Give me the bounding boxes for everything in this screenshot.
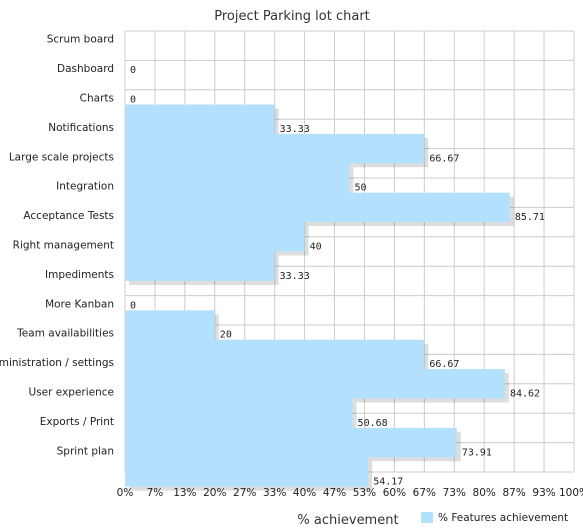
value-label: 20 <box>220 330 232 341</box>
bar <box>125 369 505 399</box>
value-labels: 0 0 33.33 66.67 50 85.71 40 33.33 0 20 66.67 84.62 5… <box>130 65 545 488</box>
bar <box>125 310 215 340</box>
x-tick-label: 87% <box>502 487 525 499</box>
category-label: User experience <box>29 387 114 399</box>
x-tick-labels: 0% 7% 13% 20% 27% 33% 40% 47% 53% 60% 67% 73% 80% 87%… <box>117 487 583 499</box>
x-tick-label: 60% <box>383 487 406 499</box>
bar <box>125 104 275 134</box>
category-label: Notifications <box>48 122 114 134</box>
category-label: Exports / Print <box>40 416 114 428</box>
x-tick-label: 0% <box>117 487 134 499</box>
category-label: Acceptance Tests <box>23 210 114 222</box>
category-label: Integration <box>56 181 114 193</box>
x-tick-label: 67% <box>413 487 436 499</box>
value-label: 73.91 <box>462 447 492 458</box>
legend: % Features achievement <box>421 512 568 524</box>
value-label: 66.67 <box>429 153 459 164</box>
category-labels: Scrum board Dashboard Charts Notifications L… <box>0 34 114 458</box>
bar <box>125 133 425 164</box>
value-label: 84.62 <box>510 389 540 400</box>
value-label: 54.17 <box>373 477 403 488</box>
category-label: Scrum board <box>47 34 114 46</box>
bar <box>125 222 305 252</box>
value-label: 33.33 <box>280 124 310 135</box>
category-label: Sprint plan <box>57 445 114 457</box>
value-label: 0 <box>130 300 136 311</box>
value-label: 0 <box>130 65 136 76</box>
x-tick-label: 7% <box>147 487 164 499</box>
bar <box>125 251 275 281</box>
x-tick-label: 80% <box>473 487 496 499</box>
category-label: Dashboard <box>57 63 114 75</box>
value-label: 33.33 <box>280 271 310 282</box>
category-label: Right management <box>13 240 114 252</box>
x-tick-label: 27% <box>233 487 256 499</box>
x-tick-label: 53% <box>353 487 376 499</box>
x-tick-label: 40% <box>293 487 316 499</box>
x-tick-label: 20% <box>203 487 226 499</box>
category-label: Large scale projects <box>9 151 114 163</box>
legend-label: % Features achievement <box>438 512 568 524</box>
category-label: Impediments <box>45 269 114 281</box>
category-label: Team availabilities <box>16 328 114 340</box>
bar <box>125 163 350 193</box>
chart-title: Project Parking lot chart <box>214 9 370 24</box>
x-tick-label: 33% <box>263 487 286 499</box>
bar <box>125 457 369 487</box>
value-label: 50.68 <box>358 418 388 429</box>
value-label: 85.71 <box>515 212 545 223</box>
value-label: 50 <box>355 183 367 194</box>
bar <box>125 398 353 428</box>
x-axis-label: % achievement <box>297 513 398 528</box>
bar <box>125 427 457 458</box>
legend-swatch <box>421 512 433 523</box>
category-label: More Kanban <box>45 298 114 310</box>
bars <box>125 104 514 491</box>
x-tick-label: 73% <box>443 487 466 499</box>
x-tick-label: 100% <box>559 487 583 499</box>
value-label: 66.67 <box>429 359 459 370</box>
category-label: Administration / settings <box>0 357 114 369</box>
bar <box>125 192 510 223</box>
x-tick-label: 47% <box>323 487 346 499</box>
x-tick-label: 13% <box>173 487 196 499</box>
value-label: 0 <box>130 95 136 106</box>
value-label: 40 <box>310 242 322 253</box>
bar <box>125 339 425 370</box>
x-tick-label: 93% <box>532 487 555 499</box>
category-label: Charts <box>80 93 114 105</box>
